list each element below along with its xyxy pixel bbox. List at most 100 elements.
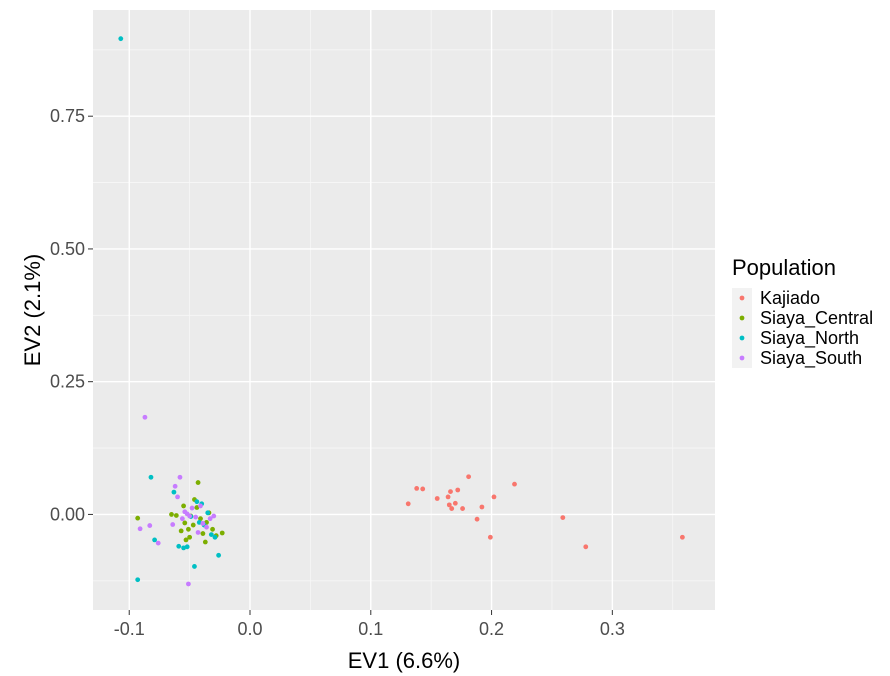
point-kajiado: [452, 500, 458, 506]
point-siaya-central: [187, 534, 193, 540]
point-kajiado: [583, 544, 589, 550]
data-points: [118, 36, 685, 587]
x-tick-label: 0.2: [479, 619, 504, 639]
point-kajiado: [512, 481, 517, 487]
point-siaya-central: [190, 522, 196, 528]
point-siaya-north: [208, 532, 214, 538]
legend-marker-siaya-central: [739, 315, 745, 321]
y-axis-title: EV2 (2.1%): [20, 254, 45, 367]
point-siaya-south: [187, 513, 193, 519]
point-siaya-south: [155, 540, 161, 546]
point-siaya-south: [170, 522, 176, 527]
legend-items: KajiadoSiaya_CentralSiaya_NorthSiaya_Sou…: [732, 288, 873, 369]
x-axis-ticks: -0.1 0.0 0.1 0.2 0.3: [114, 610, 625, 639]
x-tick-label: 0.3: [600, 619, 625, 639]
point-siaya-north: [135, 577, 141, 583]
point-kajiado: [560, 515, 566, 521]
x-tick-label: 0.0: [237, 619, 262, 639]
point-siaya-south: [198, 503, 203, 509]
point-siaya-south: [207, 516, 213, 522]
y-tick-label: 0.25: [50, 372, 85, 392]
point-siaya-central: [195, 480, 201, 485]
y-axis-ticks: 0.00 0.25 0.50 0.75: [50, 106, 93, 524]
point-kajiado: [474, 516, 480, 522]
legend-label-kajiado: Kajiado: [760, 288, 820, 308]
point-siaya-south: [195, 530, 201, 535]
point-siaya-south: [177, 474, 183, 480]
point-kajiado: [466, 474, 472, 480]
plot-panel: [93, 10, 715, 610]
point-siaya-north: [152, 537, 157, 543]
x-axis-title: EV1 (6.6%): [348, 648, 461, 673]
point-kajiado: [445, 494, 451, 500]
point-kajiado: [455, 487, 461, 493]
point-siaya-north: [176, 543, 182, 549]
point-kajiado: [460, 506, 465, 511]
point-siaya-north: [216, 552, 222, 558]
point-siaya-south: [204, 524, 209, 530]
point-siaya-south: [211, 513, 217, 519]
point-siaya-north: [212, 534, 218, 540]
point-siaya-central: [186, 526, 191, 532]
point-siaya-south: [137, 526, 143, 532]
legend-marker-kajiado: [739, 295, 745, 301]
point-siaya-central: [210, 526, 215, 532]
point-siaya-south: [189, 505, 195, 511]
point-siaya-central: [202, 539, 208, 545]
point-siaya-north: [192, 564, 197, 569]
point-siaya-north: [118, 36, 124, 42]
point-siaya-north: [194, 499, 200, 505]
legend-marker-siaya-south: [739, 355, 745, 361]
point-siaya-central: [219, 530, 225, 536]
y-tick-label: 0.75: [50, 106, 85, 126]
x-tick-label: 0.1: [358, 619, 383, 639]
point-siaya-south: [186, 581, 191, 587]
point-kajiado: [679, 534, 685, 540]
legend-label-siaya-south: Siaya_South: [760, 348, 862, 369]
point-siaya-central: [183, 537, 189, 543]
point-siaya-south: [147, 523, 153, 528]
point-siaya-south: [142, 414, 148, 420]
point-kajiado: [446, 502, 452, 508]
point-siaya-north: [184, 544, 190, 550]
legend-marker-siaya-north: [739, 335, 745, 341]
minor-gridlines: [93, 10, 715, 610]
point-siaya-north: [205, 510, 211, 516]
x-tick-label: -0.1: [114, 619, 145, 639]
point-siaya-central: [135, 515, 141, 521]
point-siaya-south: [193, 514, 199, 520]
major-gridlines: [93, 10, 715, 610]
point-siaya-central: [194, 505, 200, 510]
point-siaya-central: [169, 512, 174, 517]
point-kajiado: [448, 489, 453, 494]
point-siaya-south: [200, 521, 206, 526]
point-siaya-north: [148, 474, 154, 480]
point-siaya-central: [200, 531, 206, 536]
point-siaya-central: [181, 503, 186, 509]
legend-label-siaya-north: Siaya_North: [760, 328, 859, 349]
point-siaya-south: [175, 494, 180, 500]
point-siaya-central: [173, 513, 179, 518]
y-tick-label: 0.50: [50, 239, 85, 259]
point-siaya-north: [181, 545, 186, 551]
point-siaya-central: [178, 528, 184, 534]
point-kajiado: [449, 506, 455, 511]
point-siaya-north: [171, 489, 177, 495]
point-kajiado: [479, 504, 485, 510]
point-siaya-central: [198, 516, 203, 522]
point-kajiado: [491, 494, 497, 500]
legend: Population KajiadoSiaya_CentralSiaya_Nor…: [732, 255, 873, 369]
legend-label-siaya-central: Siaya_Central: [760, 308, 873, 329]
y-tick-label: 0.00: [50, 504, 85, 524]
point-siaya-south: [179, 516, 185, 522]
point-siaya-central: [182, 520, 188, 526]
point-kajiado: [405, 501, 411, 507]
legend-title: Population: [732, 255, 836, 280]
point-kajiado: [414, 486, 420, 491]
point-kajiado: [487, 534, 493, 540]
point-siaya-north: [196, 519, 202, 525]
point-kajiado: [434, 496, 440, 501]
point-kajiado: [420, 486, 426, 492]
point-siaya-south: [172, 483, 178, 489]
